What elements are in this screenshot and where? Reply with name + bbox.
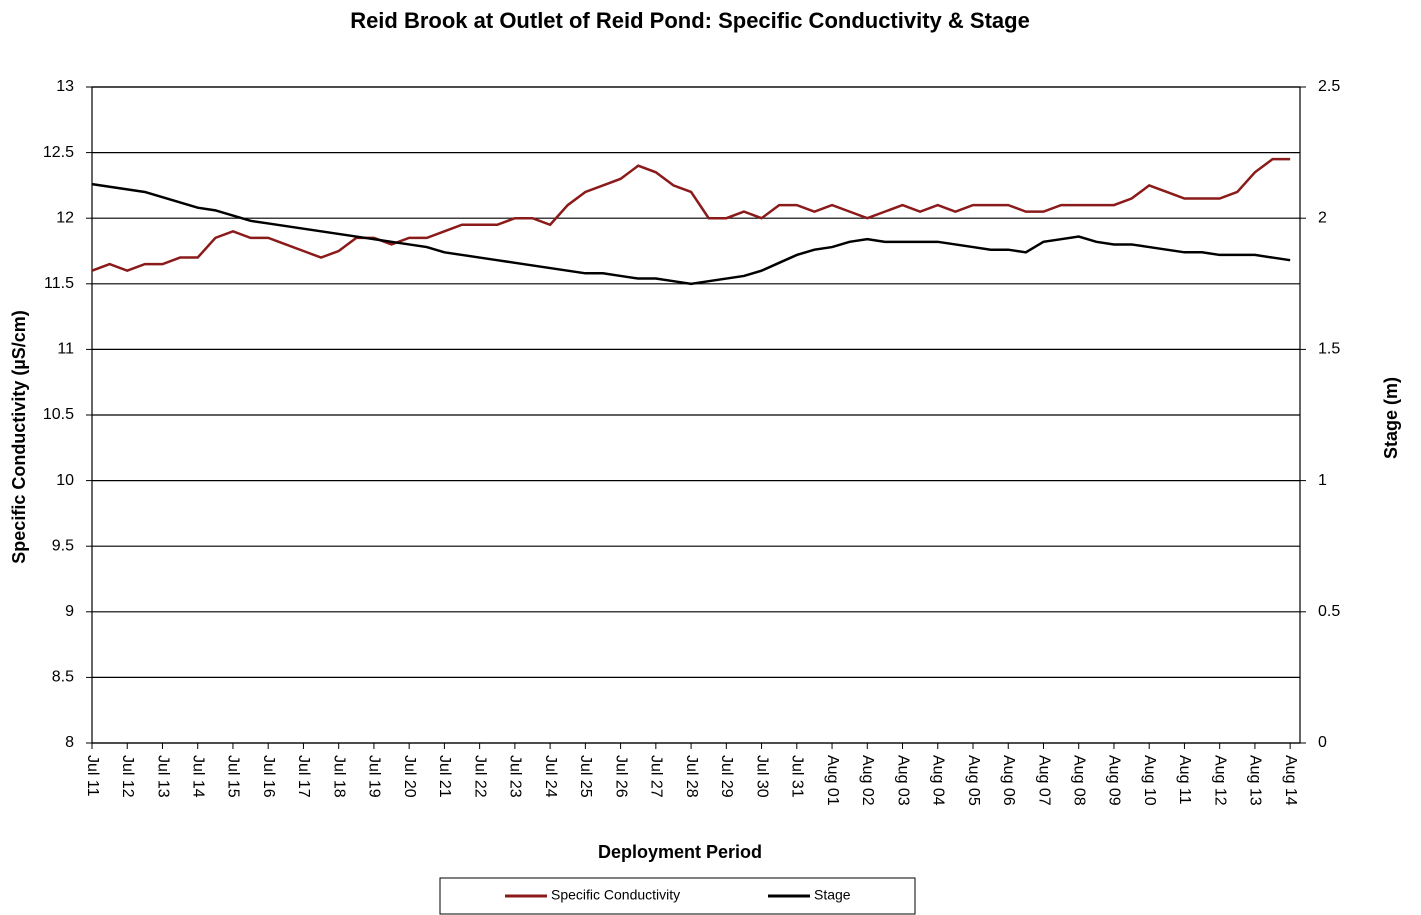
x-tick-label: Jul 23 xyxy=(507,755,524,798)
x-tick-label: Jul 24 xyxy=(542,755,559,798)
legend-label: Stage xyxy=(814,887,851,903)
x-tick-label: Jul 17 xyxy=(295,755,312,798)
x-tick-label: Aug 03 xyxy=(894,755,911,806)
x-tick-label: Jul 29 xyxy=(718,755,735,798)
x-tick-label: Jul 15 xyxy=(225,755,242,798)
plot-frame xyxy=(91,86,1301,744)
y2-tick-label: 2.5 xyxy=(1318,78,1340,95)
y-tick-label: 8 xyxy=(65,734,74,751)
y-tick-label: 10.5 xyxy=(43,406,74,423)
y-tick-label: 9 xyxy=(65,603,74,620)
x-tick-label: Aug 10 xyxy=(1141,755,1158,806)
x-tick-label: Jul 12 xyxy=(119,755,136,798)
x-tick-label: Aug 13 xyxy=(1247,755,1264,806)
y-axis-title: Specific Conductivity (µS/cm) xyxy=(9,310,29,563)
x-tick-label: Aug 06 xyxy=(1000,755,1017,806)
x-tick-label: Aug 11 xyxy=(1176,755,1193,805)
x-tick-label: Jul 28 xyxy=(683,755,700,798)
y2-tick-label: 0 xyxy=(1318,734,1327,751)
x-tick-label: Jul 26 xyxy=(612,755,629,798)
y-tick-label: 8.5 xyxy=(52,669,74,686)
x-tick-label: Aug 09 xyxy=(1106,755,1123,806)
x-tick-label: Jul 16 xyxy=(260,755,277,798)
series-line xyxy=(91,157,1291,273)
y2-tick-label: 1.5 xyxy=(1318,341,1340,358)
x-tick-label: Aug 12 xyxy=(1211,755,1228,806)
x-tick-label: Aug 07 xyxy=(1035,755,1052,806)
y2-tick-label: 1 xyxy=(1318,472,1327,489)
y-tick-label: 9.5 xyxy=(52,537,74,554)
y2-tick-label: 0.5 xyxy=(1318,603,1340,620)
x-tick-label: Jul 21 xyxy=(436,755,453,798)
x-tick-label: Jul 30 xyxy=(753,755,770,798)
x-tick-label: Aug 04 xyxy=(930,755,947,806)
x-tick-label: Aug 02 xyxy=(859,755,876,806)
x-tick-label: Jul 19 xyxy=(366,755,383,798)
x-tick-label: Aug 14 xyxy=(1282,755,1299,806)
y-tick-label: 12.5 xyxy=(43,144,74,161)
x-tick-label: Aug 08 xyxy=(1070,755,1087,806)
x-tick-label: Jul 20 xyxy=(401,755,418,798)
x-tick-label: Jul 27 xyxy=(648,755,665,798)
x-tick-label: Jul 31 xyxy=(789,755,806,798)
y-tick-label: 10 xyxy=(56,472,74,489)
x-tick-label: Jul 25 xyxy=(577,755,594,798)
legend-label: Specific Conductivity xyxy=(551,887,680,903)
x-tick-label: Jul 22 xyxy=(471,755,488,798)
x-tick-label: Jul 11 xyxy=(84,755,101,797)
y-tick-label: 12 xyxy=(56,209,74,226)
y2-tick-label: 2 xyxy=(1318,209,1327,226)
y-tick-label: 11 xyxy=(57,341,74,358)
chart-title: Reid Brook at Outlet of Reid Pond: Speci… xyxy=(350,8,1030,33)
series-line xyxy=(91,182,1291,286)
x-tick-label: Aug 05 xyxy=(965,755,982,806)
y2-axis-title: Stage (m) xyxy=(1381,377,1401,459)
x-tick-label: Aug 01 xyxy=(824,755,841,806)
y-tick-label: 13 xyxy=(56,78,74,95)
x-tick-label: Jul 13 xyxy=(154,755,171,798)
x-tick-label: Jul 14 xyxy=(189,755,206,798)
x-axis-title: Deployment Period xyxy=(598,842,762,862)
y-tick-label: 11.5 xyxy=(44,275,74,292)
x-tick-label: Jul 18 xyxy=(330,755,347,798)
